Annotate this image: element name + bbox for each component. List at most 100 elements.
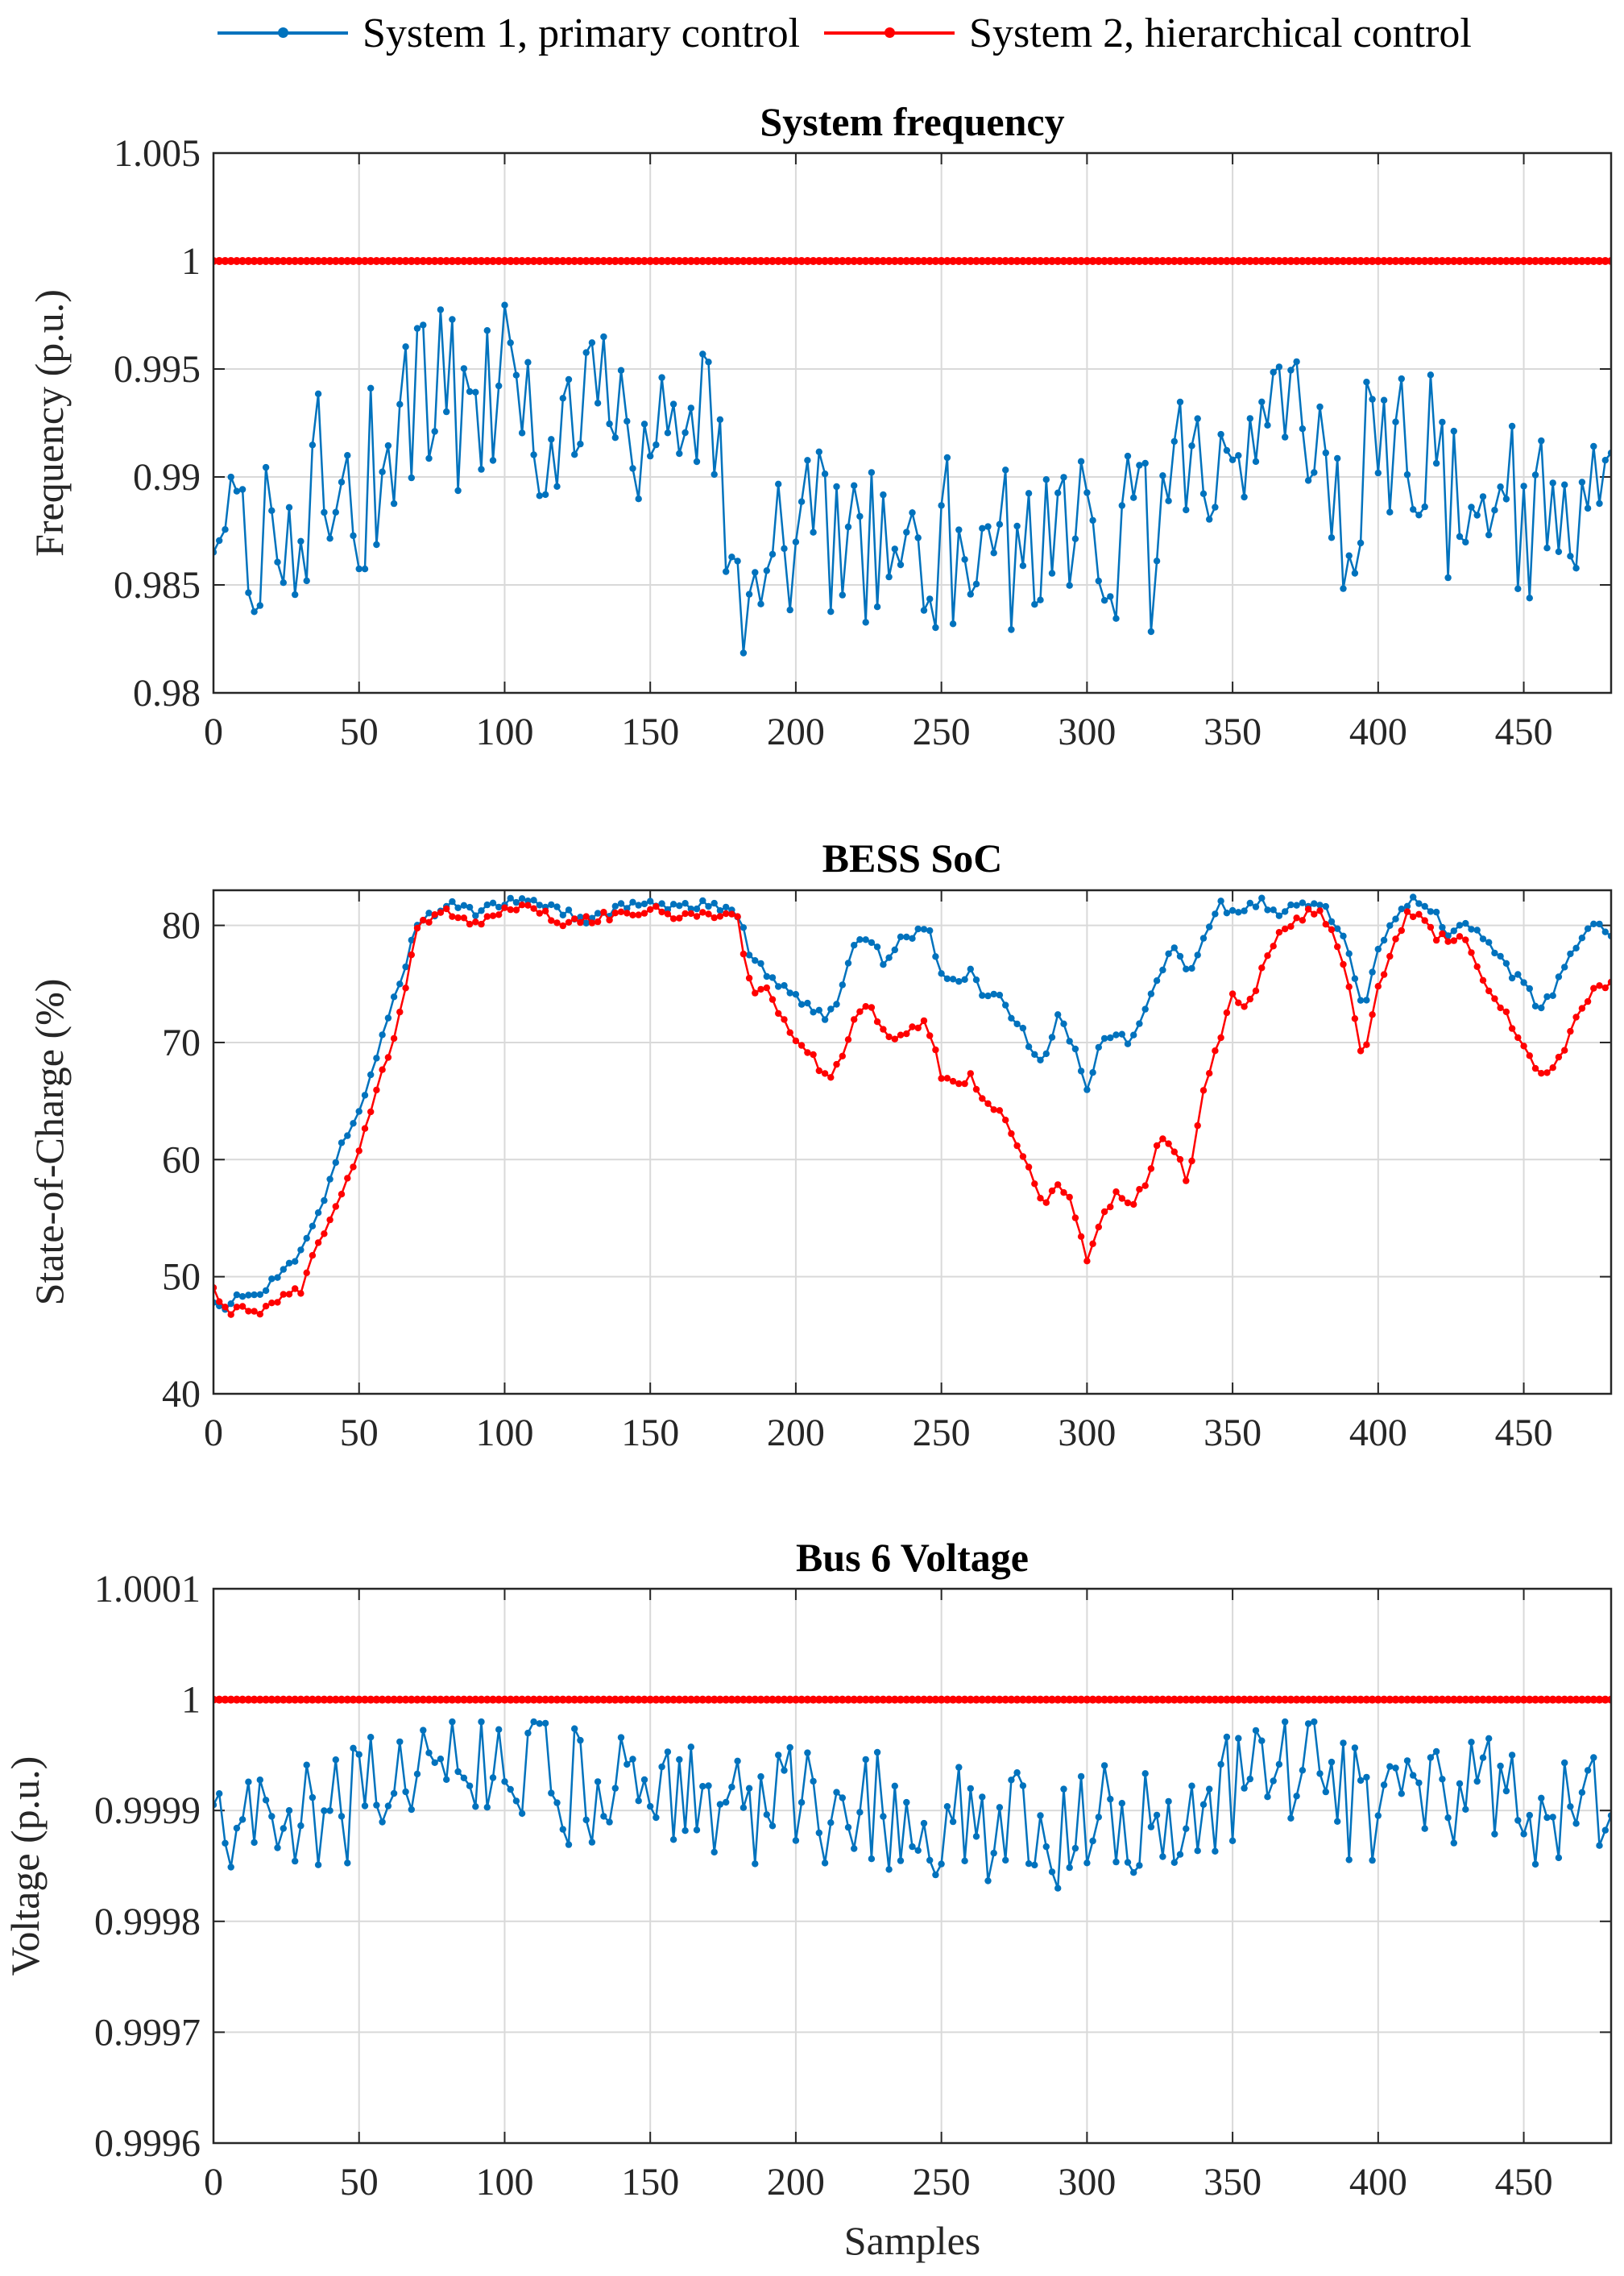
series-2-point	[739, 1695, 748, 1704]
legend-item-system-1: System 1, primary control	[218, 10, 800, 57]
series-1-point	[443, 1776, 450, 1783]
series-2-point	[1077, 1695, 1086, 1704]
series-2-point	[1065, 257, 1074, 265]
series-1-point	[629, 898, 636, 906]
series-2-point	[1310, 257, 1319, 265]
series-2-point	[635, 911, 642, 918]
series-1-point	[553, 483, 561, 490]
series-2-point	[1344, 257, 1353, 265]
series-1-point	[1130, 1031, 1137, 1039]
series-2-point	[1223, 1009, 1231, 1017]
series-2-point	[640, 1695, 648, 1704]
series-1-point	[792, 1837, 800, 1844]
series-2-point	[507, 906, 514, 914]
series-2-point	[763, 984, 770, 992]
series-1-point	[1159, 1853, 1166, 1860]
series-1-point	[745, 591, 753, 598]
series-1-point	[425, 454, 433, 462]
series-1-point	[274, 1844, 281, 1851]
series-1-point	[238, 1816, 246, 1823]
series-1-point	[1392, 1764, 1399, 1772]
series-2-point	[238, 1303, 246, 1310]
series-1-point	[1578, 479, 1586, 486]
series-1-point	[1130, 1869, 1137, 1876]
series-2-point	[1444, 257, 1452, 265]
series-2-point	[1153, 1142, 1161, 1150]
series-1-point	[705, 902, 712, 910]
series-1-point	[611, 1785, 619, 1792]
series-1-point	[862, 1756, 869, 1764]
series-1-point	[972, 976, 980, 984]
series-2-point	[420, 916, 427, 924]
series-1-point	[1572, 565, 1580, 572]
series-1-point	[443, 408, 450, 416]
series-1-point	[314, 1209, 322, 1217]
series-2-point	[739, 257, 748, 265]
series-1-point	[1107, 593, 1114, 600]
series-2-point	[1391, 1695, 1400, 1704]
series-2-point	[1274, 1695, 1283, 1704]
series-2-point	[285, 1695, 293, 1704]
series-2-point	[1538, 1070, 1545, 1077]
series-2-point	[1252, 1695, 1260, 1704]
series-2-point	[890, 1695, 899, 1704]
series-1-point	[891, 1782, 899, 1789]
series-1-point	[984, 523, 992, 530]
series-2-point	[803, 257, 812, 265]
series-1-point	[734, 558, 741, 565]
series-2-point	[686, 257, 695, 265]
series-1-point	[844, 1823, 852, 1831]
series-1-point	[792, 991, 800, 998]
series-2-point	[524, 1695, 532, 1704]
series-2-point	[762, 257, 771, 265]
series-2-point	[541, 907, 549, 915]
series-2-point	[1292, 257, 1301, 265]
series-1-point	[256, 1776, 263, 1784]
series-1-point	[1054, 1884, 1062, 1892]
series-1-point	[1549, 479, 1556, 487]
series-1-point	[1485, 939, 1493, 946]
series-2-point	[617, 908, 625, 916]
series-1-point	[856, 1809, 864, 1816]
series-1-point	[734, 1757, 741, 1764]
series-1-point	[344, 1132, 351, 1139]
series-1-point	[1526, 595, 1534, 602]
series-2-point	[715, 257, 724, 265]
series-2-point	[1467, 1695, 1476, 1704]
series-2-point	[251, 1308, 258, 1315]
series-1-point	[979, 992, 986, 999]
series-1-point	[251, 1291, 258, 1299]
series-2-point	[285, 1291, 293, 1298]
series-2-point	[1415, 1695, 1423, 1704]
series-2-point	[1042, 257, 1050, 265]
series-1-point	[483, 1804, 491, 1811]
series-2-point	[425, 918, 433, 927]
series-1-point	[891, 946, 899, 954]
series-2-point	[1456, 257, 1464, 265]
series-1-point	[1357, 997, 1365, 1004]
series-2-point	[355, 1147, 362, 1155]
series-2-point	[354, 257, 363, 265]
series-1-point	[1403, 902, 1411, 910]
series-2-point	[1508, 1025, 1516, 1032]
series-1-point	[1561, 1759, 1568, 1767]
series-2-point	[425, 257, 433, 265]
series-2-point	[558, 257, 567, 265]
series-2-point	[245, 1308, 252, 1315]
series-2-point	[810, 1051, 817, 1059]
series-1-point	[1282, 1718, 1289, 1726]
series-1-point	[699, 1783, 706, 1790]
series-1-point	[752, 957, 759, 964]
series-2-point	[408, 951, 415, 959]
series-2-point	[1112, 257, 1121, 265]
series-1-point	[274, 558, 281, 566]
series-1-point	[624, 905, 631, 912]
series-1-point	[1270, 368, 1277, 376]
series-1-point	[1287, 367, 1295, 374]
series-1-point	[1176, 952, 1184, 960]
series-1-point	[990, 549, 997, 557]
series-1-point	[489, 457, 497, 464]
series-2-point	[1461, 1695, 1470, 1704]
series-2-point	[238, 257, 247, 265]
series-2-point	[1018, 1695, 1027, 1704]
